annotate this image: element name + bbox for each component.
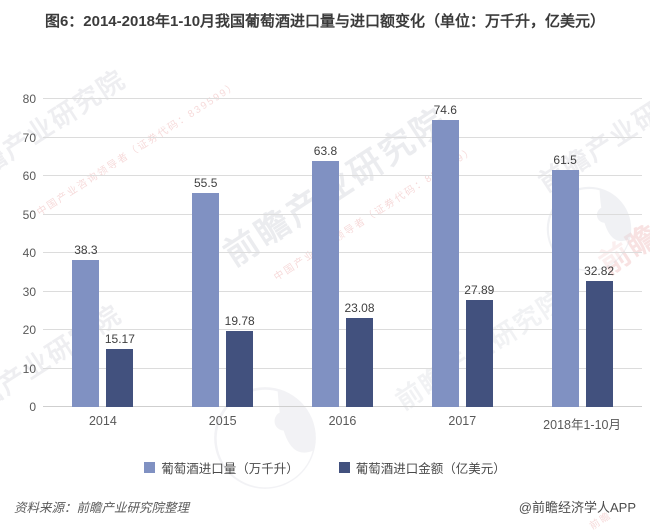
bar-value-label: 19.78 [224,313,255,328]
x-tick-label: 2014 [88,414,117,428]
gridline [43,367,642,369]
bar-slot: 63.8 [311,144,339,407]
bar-slot: 19.78 [225,314,255,407]
credit-note: @前瞻经济学人APP [518,500,636,515]
x-tick-label: 2015 [208,414,237,428]
plot-area: 38.3 15.17 55.5 19.78 63.8 23.08 74.6 27.89 61.5… [43,98,642,407]
bar-slot: 55.5 [192,176,220,407]
legend-label: 葡萄酒进口金额（亿美元） [355,462,506,476]
y-tick-label: 80 [22,92,36,106]
y-tick-label: 50 [22,207,36,222]
chart-title: 图6：2014-2018年1-10月我国葡萄酒进口量与进口额变化（单位：万千升，… [44,13,606,30]
bar-value-label: 63.8 [313,144,338,159]
y-tick-label: 30 [22,284,36,299]
legend-item: 葡萄酒进口金额（亿美元） [338,458,506,477]
footer: 资料来源：前瞻产业研究院整理 @前瞻经济学人APP [14,497,636,516]
gridline [43,98,642,99]
legend-item: 葡萄酒进口量（万千升） [144,458,299,477]
bar [106,348,134,407]
x-tick-label: 2016 [328,414,357,428]
gridline [43,175,642,176]
bar-group-2017: 74.6 27.89 [402,99,522,407]
gridline [43,136,642,138]
bar-value-label: 74.6 [433,102,457,117]
bar-group-2018年1-10月: 61.5 32.82 [522,99,642,407]
y-tick-label: 20 [22,323,36,337]
y-tick-label: 60 [22,169,36,183]
bar-slot: 74.6 [431,103,459,407]
bar [72,259,100,407]
x-axis: 2014 2015 2016 2017 2018年1-10月 [43,414,642,433]
y-tick-label: 70 [22,130,36,145]
bar-slot: 27.89 [464,283,494,407]
source-note: 资料来源：前瞻产业研究院整理 [14,501,190,515]
y-axis: 0 10 20 30 40 50 60 70 80 [6,92,36,414]
bar-value-label: 32.82 [584,263,615,278]
bar-value-label: 61.5 [553,153,577,168]
bar-group-2015: 55.5 19.78 [163,99,283,407]
bar-value-label: 23.08 [344,301,375,316]
legend-swatch-icon [144,462,156,473]
bar-slot: 32.82 [584,264,614,407]
legend: 葡萄酒进口量（万千升） 葡萄酒进口金额（亿美元） [0,458,650,477]
bar [551,170,579,407]
bar [192,193,220,407]
bar-group-2016: 63.8 23.08 [283,99,403,407]
x-axis-line [43,406,642,407]
bar [345,318,373,407]
bar-group-2014: 38.3 15.17 [43,99,163,407]
y-tick-label: 40 [22,246,36,260]
legend-swatch-icon [338,462,350,473]
y-tick-label: 10 [22,361,36,376]
bar [431,119,459,407]
gridline [43,329,642,330]
gridline [43,290,642,292]
x-tick-label: 2017 [448,414,477,428]
y-tick-label: 0 [29,400,36,414]
legend-label: 葡萄酒进口量（万千升） [161,462,299,476]
bar-groups: 38.3 15.17 55.5 19.78 63.8 23.08 74.6 27.89 61.5… [43,99,642,407]
gridline [43,252,642,253]
x-tick-label: 2018年1-10月 [543,418,621,432]
bar-slot: 15.17 [105,332,135,407]
bar [226,330,254,407]
bar-value-label: 15.17 [104,331,135,346]
bar [585,280,613,407]
bar-value-label: 55.5 [194,176,218,191]
bar-slot: 23.08 [344,301,375,407]
bar [465,299,493,407]
bar-value-label: 38.3 [74,242,98,257]
bar [311,161,339,407]
bar-slot: 61.5 [551,153,579,407]
bar-value-label: 27.89 [464,282,495,297]
bar-slot: 38.3 [72,243,100,407]
gridline [43,213,642,215]
